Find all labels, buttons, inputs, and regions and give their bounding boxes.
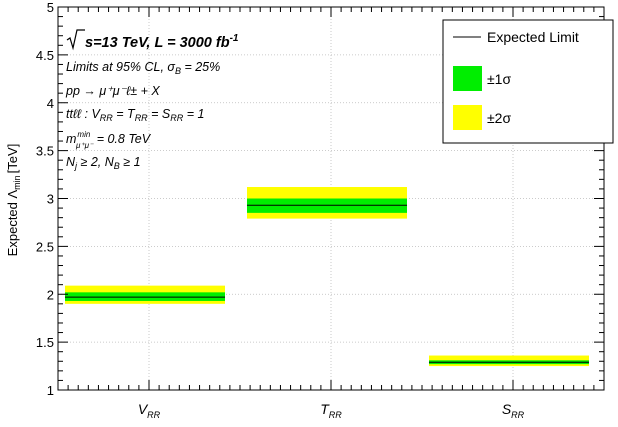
y-tick-label-1: 1.5 — [36, 335, 54, 350]
legend-label-expected: Expected Limit — [487, 29, 579, 45]
annotation-coupling-sub2: RR — [135, 113, 148, 123]
x-category-sub-0: RR — [147, 410, 160, 420]
x-category-label-2: SRR — [502, 401, 525, 420]
annotation-mass: mmin μ⁺μ⁻ = 0.8 TeV — [66, 130, 152, 150]
y-tick-label-2: 2 — [47, 287, 54, 302]
x-category-main-0: V — [138, 401, 149, 417]
x-category-label-0: VRR — [138, 401, 161, 420]
y-axis-label-main: Expected Λ — [5, 190, 20, 257]
annotation-cl: Limits at 95% CL, σB = 25% — [66, 60, 220, 76]
annotation-coupling-pre: ttℓℓ : V — [66, 107, 101, 121]
annotation-coupling-mid1: = T — [113, 107, 136, 121]
y-tick-label-6: 4 — [47, 96, 54, 111]
y-tick-label-7: 4.5 — [36, 48, 54, 63]
annotation-energy: s=13 TeV, L = 3000 fb-1 — [85, 33, 239, 51]
x-category-sub-1: RR — [329, 410, 342, 420]
annotation-mass-sub: μ⁺μ⁻ — [75, 141, 94, 150]
y-tick-label-5: 3.5 — [36, 144, 54, 159]
annotation-jets-post: ≥ 1 — [120, 155, 141, 169]
x-category-sub-2: RR — [511, 410, 524, 420]
legend-swatch-1sigma — [453, 66, 482, 91]
annotation-coupling-sub3: RR — [170, 113, 183, 123]
annotation-jets-sub1: j — [74, 161, 78, 171]
x-category-label-1: TRR — [320, 401, 342, 420]
annotation-jets-mid: ≥ 2, N — [77, 155, 115, 169]
legend-label-2sigma: ±2σ — [487, 110, 511, 126]
annotation-coupling-post: = 1 — [183, 107, 204, 121]
y-axis-label: Expected Λmin[TeV] — [5, 144, 22, 257]
x-category-main-2: S — [502, 401, 512, 417]
annotation-coupling-sub1: RR — [100, 113, 113, 123]
annotation-process: pp → μ⁺μ⁻ℓ± + X — [65, 84, 160, 98]
annotation-coupling: ttℓℓ : VRR = TRR = SRR = 1 — [66, 107, 204, 123]
annotation-jets-sub2: B — [114, 161, 120, 171]
limit-bands — [65, 187, 589, 367]
annotation-block: s=13 TeV, L = 3000 fb-1 Limits at 95% CL… — [65, 29, 239, 171]
legend-label-1sigma: ±1σ — [487, 71, 511, 87]
annotation-mass-pre: m — [66, 132, 76, 146]
annotation-cl-sub: B — [175, 66, 181, 76]
annotation-coupling-mid2: = S — [148, 107, 171, 121]
sqrt-symbol — [66, 29, 85, 51]
annotation-energy-sup: -1 — [230, 33, 239, 44]
annotation-cl-pre: Limits at 95% CL, σ — [66, 60, 175, 74]
annotation-jets-pre: N — [66, 155, 76, 169]
legend: Expected Limit ±1σ ±2σ — [442, 19, 614, 144]
y-tick-label-3: 2.5 — [36, 239, 54, 254]
annotation-mass-post: = 0.8 TeV — [93, 132, 152, 146]
annotation-mass-sup: min — [77, 130, 90, 139]
annotation-energy-text: s=13 TeV, L = 3000 fb — [85, 35, 230, 51]
y-axis-label-sub: min — [12, 175, 22, 190]
x-category-main-1: T — [320, 401, 330, 417]
y-tick-label-4: 3 — [47, 192, 54, 207]
y-tick-label-8: 5 — [47, 0, 54, 15]
y-tick-label-0: 1 — [47, 383, 54, 398]
legend-swatch-2sigma — [453, 105, 482, 130]
y-axis-label-unit: [TeV] — [5, 144, 20, 174]
annotation-cl-post: = 25% — [181, 60, 220, 74]
annotation-jets: Nj ≥ 2, NB ≥ 1 — [66, 155, 141, 171]
